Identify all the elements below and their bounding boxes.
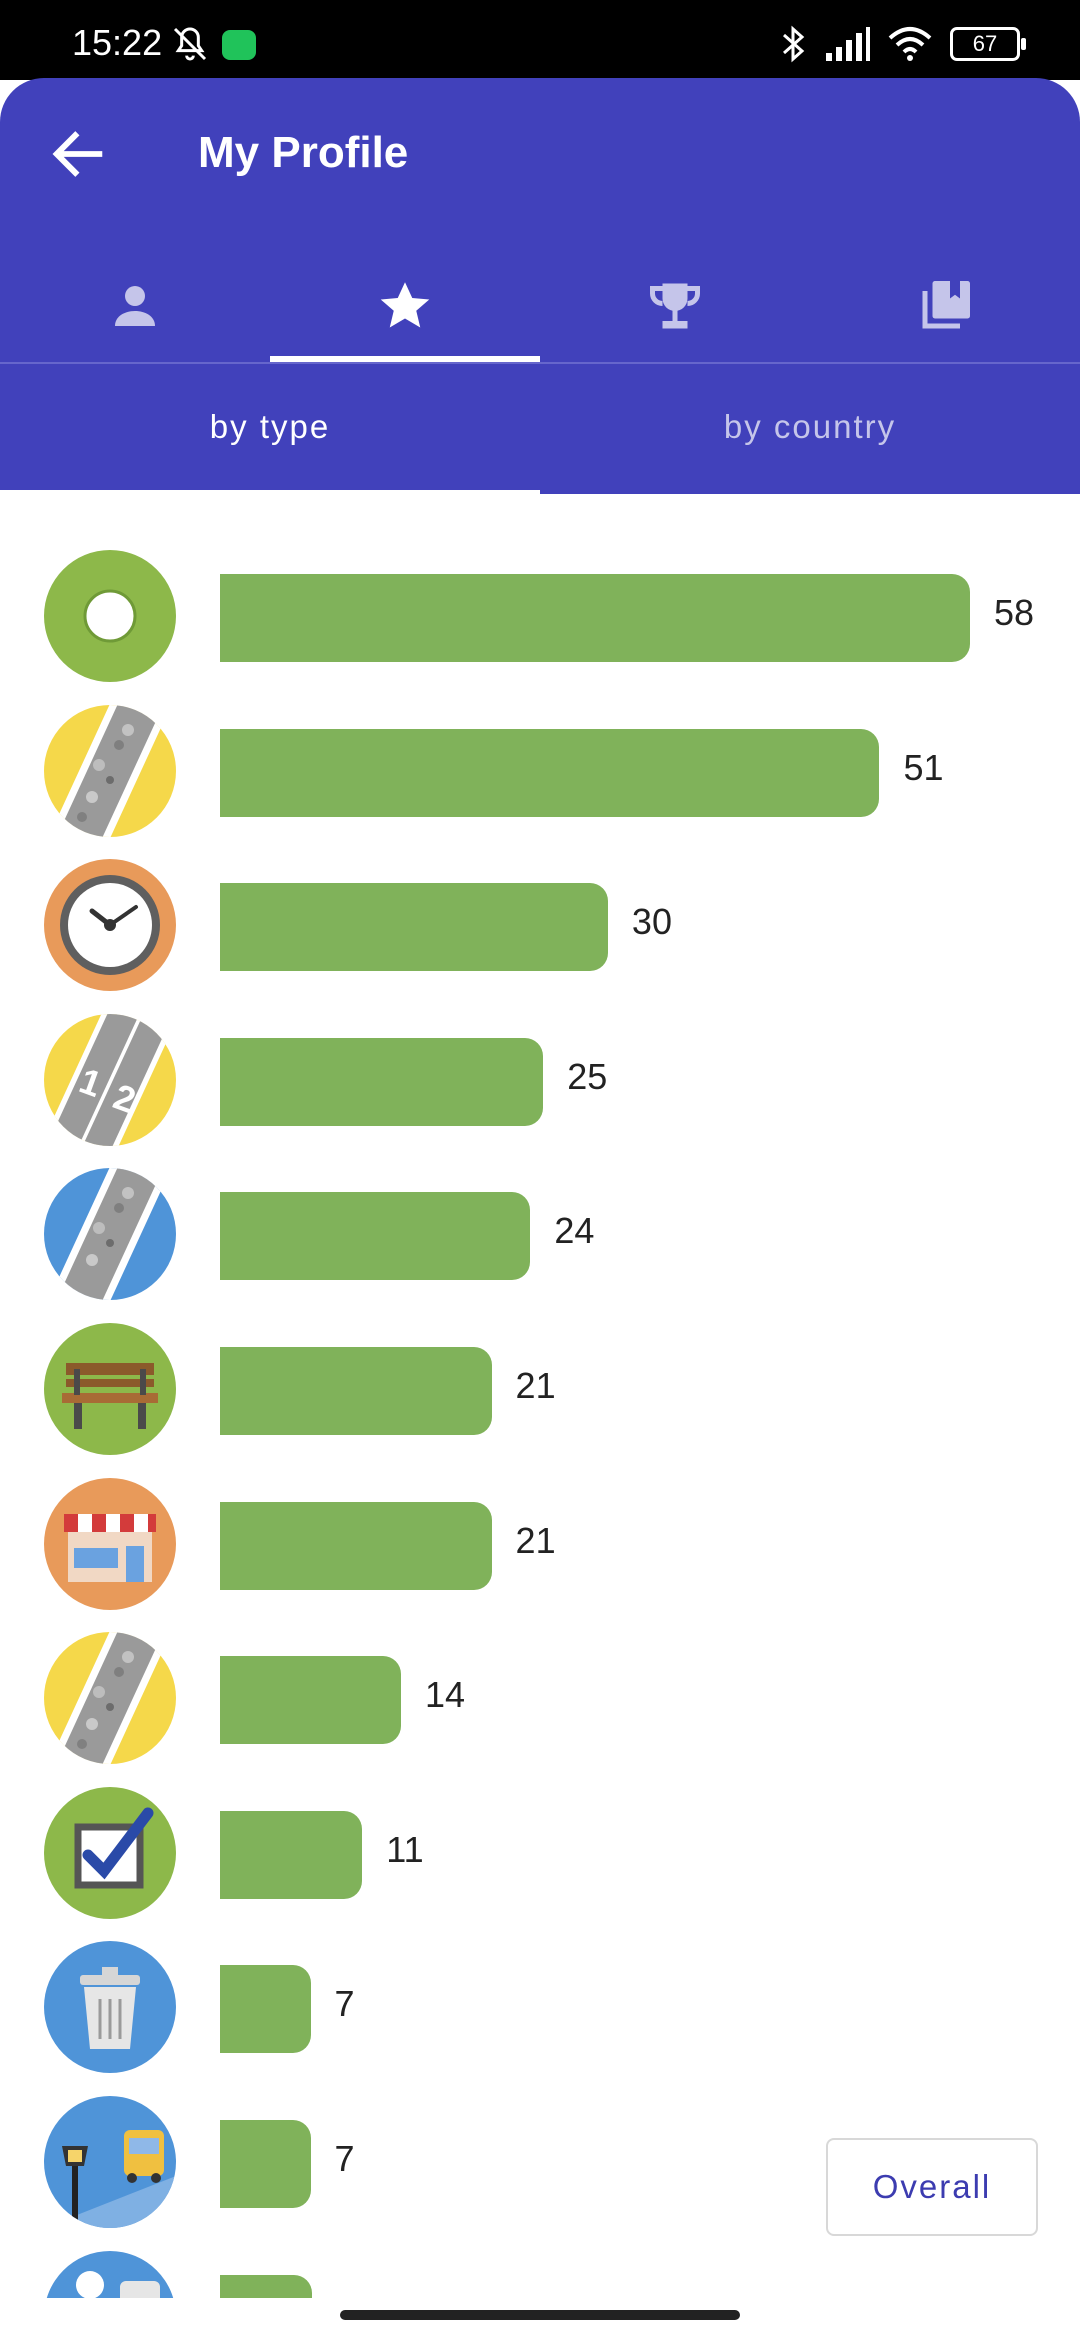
list-item <box>0 2249 1080 2298</box>
list-item: 11 <box>0 1785 1080 1939</box>
list-item: 14 <box>0 1630 1080 1784</box>
stat-bar <box>220 883 608 972</box>
stat-bar <box>220 2120 311 2208</box>
trophy-icon <box>650 283 700 329</box>
list-item: 21 <box>0 1321 1080 1475</box>
stat-bar <box>220 1501 492 1590</box>
list-item: 51 <box>0 703 1080 857</box>
subtab-by-country[interactable]: by country <box>723 408 897 445</box>
battery-indicator: 67 <box>950 27 1026 61</box>
wifi-icon <box>888 27 932 61</box>
stat-value: 7 <box>334 2138 355 2179</box>
stat-bar <box>220 1965 311 2054</box>
stat-value: 51 <box>903 746 944 788</box>
bench-icon <box>44 1323 176 1455</box>
stat-bar <box>220 574 970 662</box>
statistics-subtabs: by type by country <box>0 364 1080 490</box>
stat-bar <box>220 1347 492 1435</box>
status-bar: 15:22 67 <box>0 0 1080 80</box>
stat-value: 21 <box>515 1365 556 1406</box>
bluetooth-icon <box>783 25 805 63</box>
back-arrow-icon[interactable] <box>46 122 110 186</box>
stat-bar <box>220 2274 312 2298</box>
subtab-selected-indicator <box>540 486 1080 494</box>
stat-bar <box>220 1037 544 1126</box>
profile-tabs <box>0 248 1080 364</box>
list-item: 58 <box>0 548 1080 702</box>
stat-value: 11 <box>386 1828 424 1870</box>
stat-value: 7 <box>334 1983 355 2025</box>
list-item: 30 <box>0 857 1080 1011</box>
stat-bar <box>220 1656 402 1745</box>
list-item: 1 2 25 <box>0 1012 1080 1166</box>
stat-bar <box>220 1810 363 1899</box>
tab-achievements[interactable] <box>540 248 810 364</box>
list-item: 7 <box>0 1939 1080 2093</box>
list-item: 24 <box>0 1166 1080 1320</box>
trash-bin-icon <box>44 1941 176 2074</box>
tabs-divider <box>0 362 1080 364</box>
subtab-by-type[interactable]: by type <box>209 408 331 445</box>
bus-stop-lamp-icon <box>44 2096 176 2228</box>
tab-links[interactable] <box>810 248 1080 364</box>
bus-stop-icon <box>44 2250 176 2298</box>
status-time: 15:22 <box>72 22 163 63</box>
list-item: 21 <box>0 1476 1080 1630</box>
stat-value: 14 <box>425 1674 466 1716</box>
road-surface-icon <box>44 704 176 837</box>
signal-icon <box>826 27 870 61</box>
person-icon <box>115 286 155 326</box>
tab-statistics[interactable] <box>270 248 540 364</box>
stat-value: 30 <box>631 901 672 943</box>
stat-bar <box>220 728 880 817</box>
stat-value: 25 <box>567 1055 608 1097</box>
clock-icon <box>44 859 176 992</box>
stat-bar <box>220 1192 531 1281</box>
tab-profile[interactable] <box>0 248 270 364</box>
stat-value: 24 <box>554 1210 595 1252</box>
star-icon <box>380 282 430 328</box>
gesture-nav-handle <box>340 2310 740 2320</box>
stat-value: 21 <box>515 1519 556 1561</box>
tab-selected-indicator <box>270 356 540 362</box>
path-surface-icon <box>44 1168 176 1301</box>
notifications-off-icon <box>173 27 207 61</box>
shop-icon <box>44 1477 176 1610</box>
statistics-by-type-list: 58 51 30 1 2 25 24 21 21 14 11 7 7 <box>0 548 1080 2298</box>
discord-icon <box>222 30 256 60</box>
overall-button[interactable]: Overall <box>826 2138 1038 2236</box>
ring-icon <box>44 550 176 682</box>
page-title: My Profile <box>198 128 409 177</box>
library-icon <box>922 281 970 329</box>
app-bar <box>0 78 1080 490</box>
list-item: 7 <box>0 2094 1080 2248</box>
status-icons: 67 <box>780 24 1026 64</box>
stat-value: 58 <box>994 592 1035 633</box>
checkbox-icon <box>44 1786 176 1919</box>
road-surface-icon <box>44 1632 176 1765</box>
